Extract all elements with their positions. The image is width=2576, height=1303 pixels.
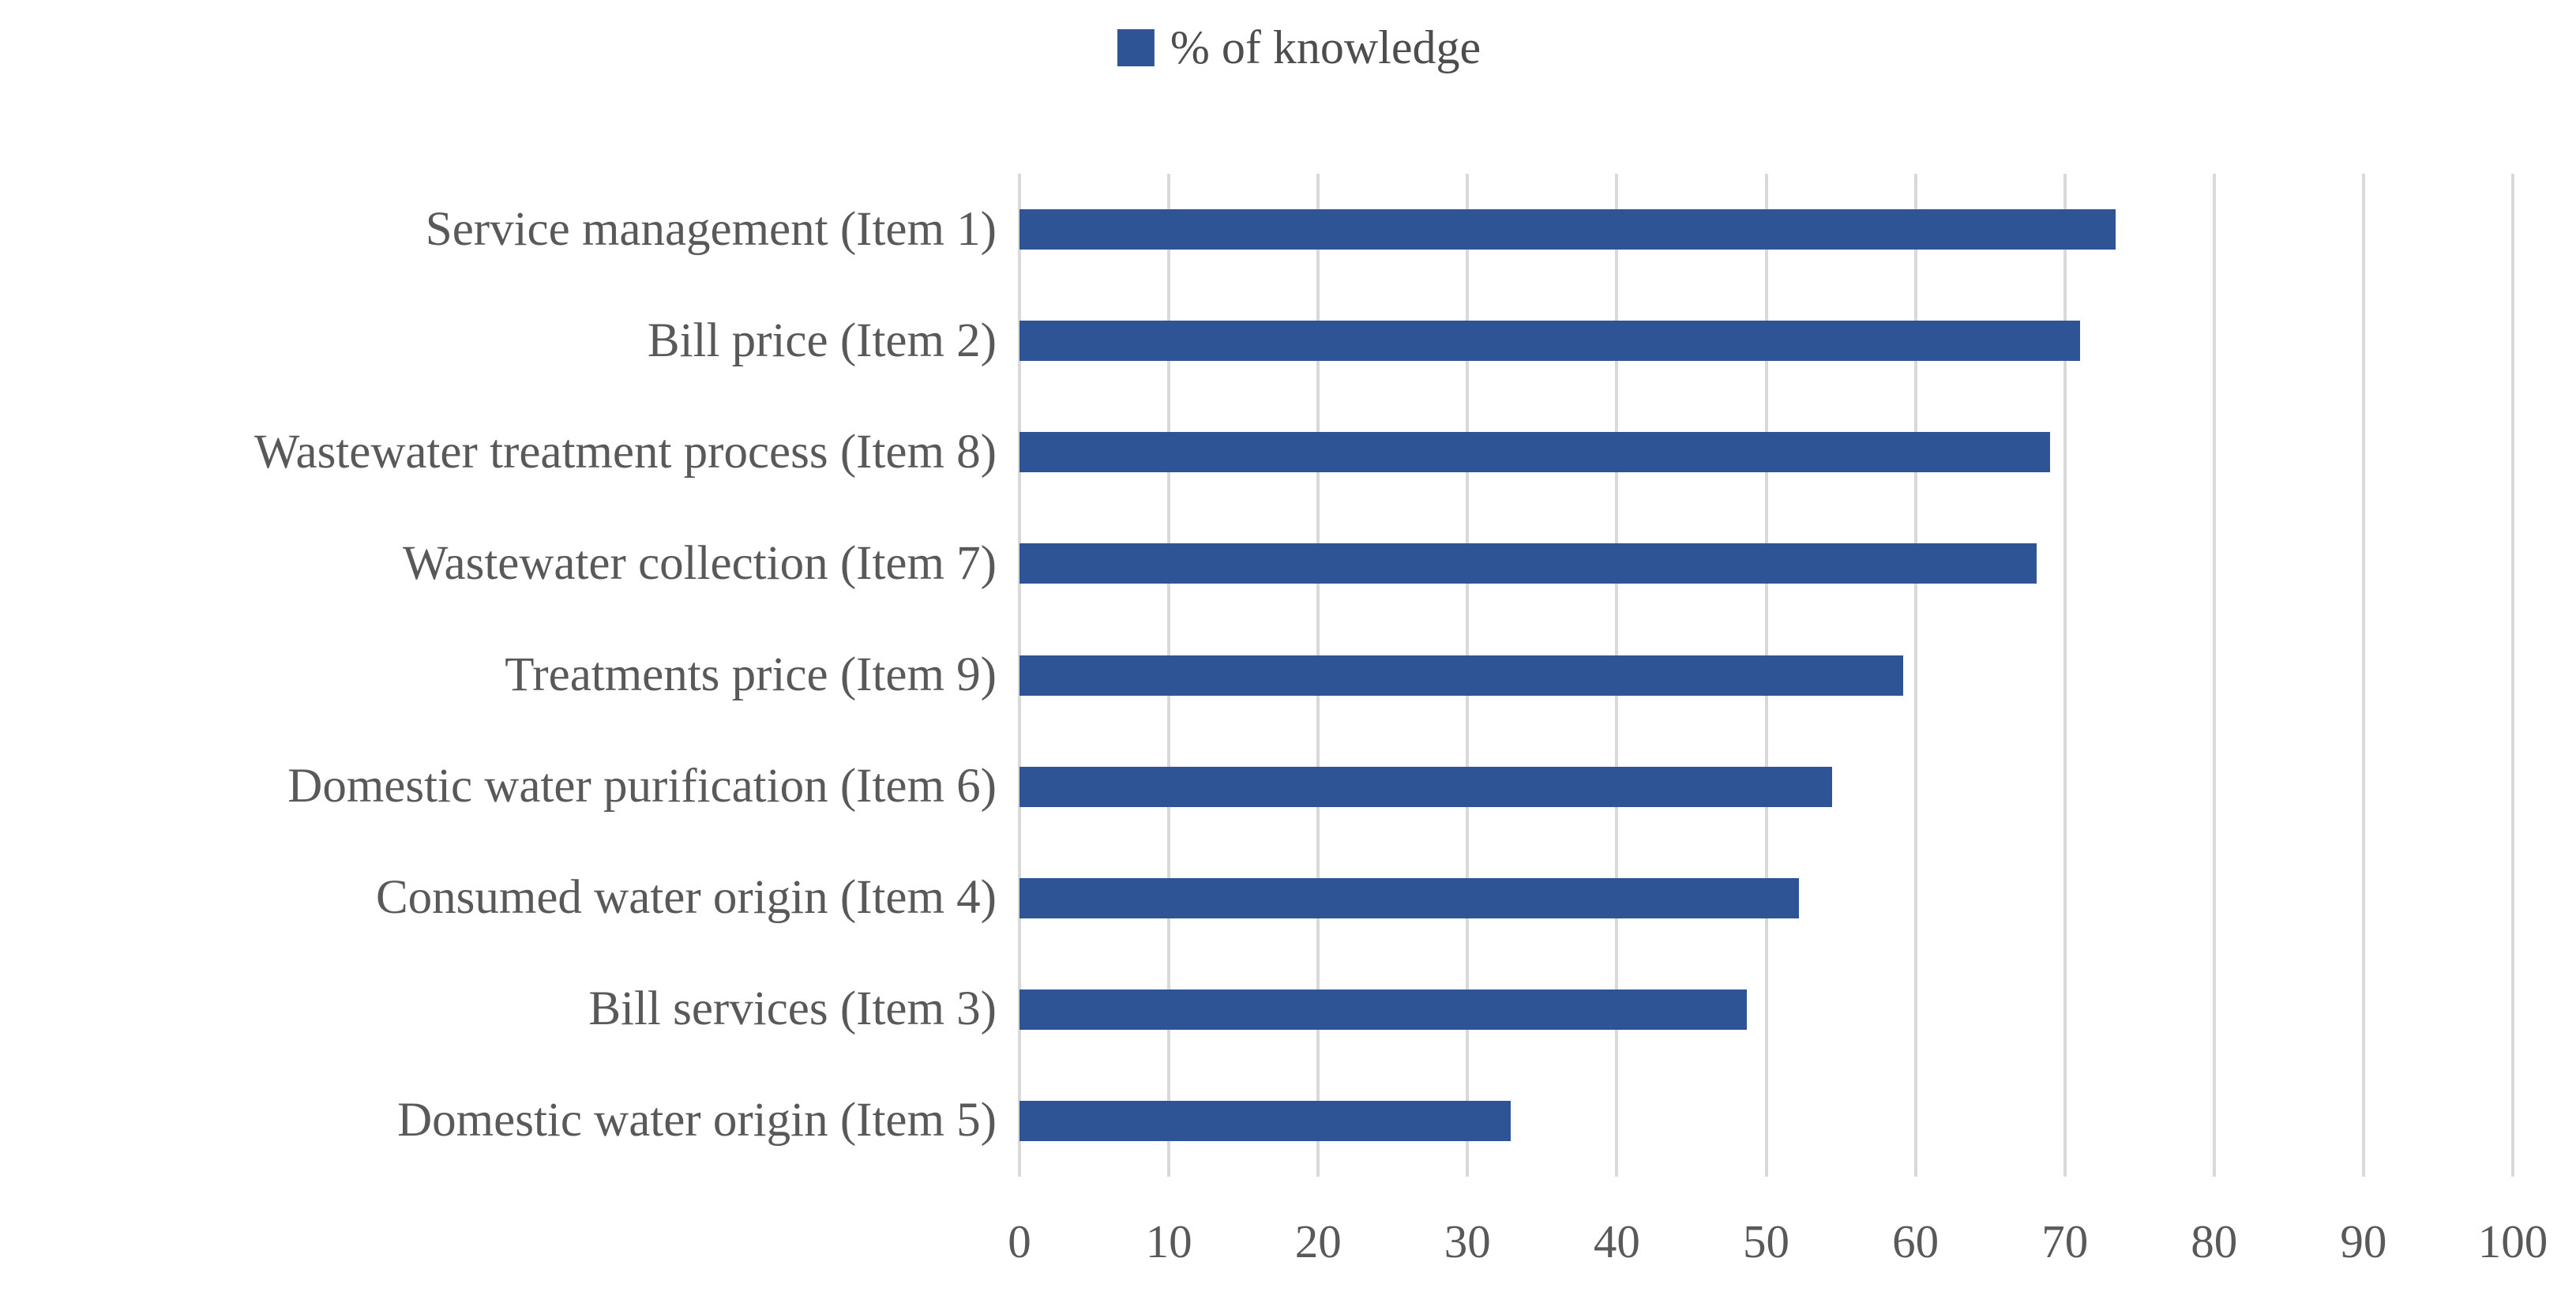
legend: % of knowledge xyxy=(1117,17,1481,77)
value-axis-labels: 0 10 20 30 40 50 60 70 80 90 100 xyxy=(0,1215,2576,1278)
legend-label: % of knowledge xyxy=(1170,21,1481,73)
x-tick-label: 30 xyxy=(1444,1215,1491,1267)
gridline xyxy=(2212,174,2216,1177)
category-label: Domestic water origin (Item 5) xyxy=(397,1094,997,1147)
category-label: Domestic water purification (Item 6) xyxy=(287,760,997,813)
x-tick-label: 80 xyxy=(2191,1215,2238,1267)
x-tick-label: 10 xyxy=(1145,1215,1192,1267)
x-tick-label: 90 xyxy=(2340,1215,2387,1267)
bar xyxy=(1020,655,1904,696)
category-label: Consumed water origin (Item 4) xyxy=(375,871,997,925)
category-label: Treatments price (Item 9) xyxy=(505,648,997,701)
bar xyxy=(1020,989,1747,1030)
x-tick-label: 50 xyxy=(1743,1215,1789,1267)
x-tick-label: 60 xyxy=(1892,1215,1940,1267)
legend-swatch-icon xyxy=(1117,28,1155,66)
category-label: Service management (Item 1) xyxy=(425,202,997,256)
category-label: Bill price (Item 2) xyxy=(647,314,997,367)
x-tick-label: 0 xyxy=(1008,1215,1031,1267)
bar xyxy=(1020,543,2037,584)
bar xyxy=(1020,766,1832,807)
bar xyxy=(1020,432,2050,473)
bar xyxy=(1020,877,1800,918)
category-label: Wastewater collection (Item 7) xyxy=(402,536,997,590)
category-axis-labels: Service management (Item 1) Bill price (I… xyxy=(0,174,997,1177)
x-tick-label: 20 xyxy=(1294,1215,1342,1267)
bar xyxy=(1020,209,2116,250)
category-label: Wastewater treatment process (Item 8) xyxy=(253,425,997,479)
x-tick-label: 70 xyxy=(2041,1215,2089,1267)
x-tick-label: 100 xyxy=(2477,1215,2548,1267)
gridline xyxy=(1913,174,1917,1177)
bar xyxy=(1020,1100,1511,1141)
gridline xyxy=(2361,174,2365,1177)
plot-area xyxy=(1018,174,2514,1177)
gridline xyxy=(2511,174,2514,1177)
x-tick-label: 40 xyxy=(1593,1215,1640,1267)
bar xyxy=(1020,321,2080,362)
gridline xyxy=(2063,174,2067,1177)
category-label: Bill services (Item 3) xyxy=(588,982,997,1036)
